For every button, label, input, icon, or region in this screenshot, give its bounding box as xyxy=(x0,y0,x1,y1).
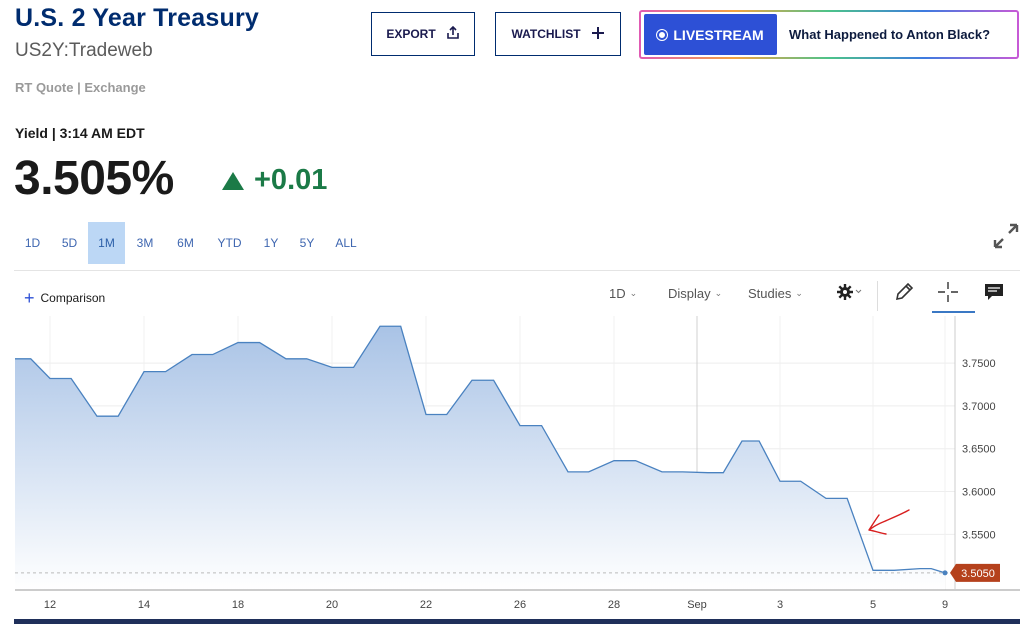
x-tick-label: 26 xyxy=(514,599,526,611)
studies-dropdown[interactable]: Studies ⌄ xyxy=(748,286,803,301)
share-icon xyxy=(446,25,460,43)
settings-button[interactable] xyxy=(834,282,864,306)
range-tab-active[interactable]: 1M xyxy=(88,222,125,264)
livestream-label: LIVESTREAM xyxy=(673,26,764,43)
x-tick-label: 9 xyxy=(942,599,948,611)
up-arrow-icon xyxy=(222,171,244,190)
page-title: U.S. 2 Year Treasury xyxy=(15,4,259,32)
crosshair-icon xyxy=(937,281,959,308)
livestream-promo-text[interactable]: What Happened to Anton Black? xyxy=(789,27,991,42)
last-point xyxy=(942,570,948,576)
x-tick-label: 20 xyxy=(326,599,338,611)
x-tick-label: 12 xyxy=(44,599,56,611)
range-tab[interactable]: 5D xyxy=(61,236,78,250)
plus-icon: + xyxy=(24,288,35,308)
livestream-promo[interactable]: LIVESTREAM What Happened to Anton Black? xyxy=(639,10,1019,59)
comparison-button[interactable]: + Comparison xyxy=(24,289,105,307)
x-tick-label: 14 xyxy=(138,599,150,611)
range-tab[interactable]: ALL xyxy=(335,236,357,250)
x-tick-label: Sep xyxy=(687,599,707,611)
range-tab[interactable]: 3M xyxy=(136,236,154,250)
expand-icon[interactable] xyxy=(992,222,1020,250)
chevron-down-icon: ⌄ xyxy=(714,288,723,298)
x-axis: 12 14 18 20 22 26 28 Sep 3 5 9 xyxy=(15,589,1020,611)
x-tick-label: 28 xyxy=(608,599,620,611)
chart-area-fill xyxy=(15,326,945,590)
last-value-marker: 3.5050 xyxy=(942,563,1000,582)
toolbar-separator xyxy=(877,281,878,311)
x-tick-label: 18 xyxy=(232,599,244,611)
quote-source: RT Quote | Exchange xyxy=(15,80,146,95)
pencil-icon xyxy=(893,281,915,308)
y-tick-label: 3.7000 xyxy=(962,401,996,413)
export-label: EXPORT xyxy=(386,27,436,41)
draw-button[interactable] xyxy=(891,282,917,306)
comment-button[interactable] xyxy=(981,282,1007,306)
x-tick-label: 22 xyxy=(420,599,432,611)
range-tab[interactable]: YTD xyxy=(217,236,242,250)
y-tick-label: 3.5500 xyxy=(962,529,996,541)
divider xyxy=(14,270,1020,271)
last-value-tag xyxy=(950,563,1000,582)
y-tick-label: 3.7500 xyxy=(962,358,996,370)
gear-icon xyxy=(836,283,862,306)
interval-dropdown[interactable]: 1D ⌄ xyxy=(609,286,637,301)
last-price: 3.505% xyxy=(14,152,174,205)
last-value-label: 3.5050 xyxy=(961,568,995,580)
range-tab[interactable]: 1Y xyxy=(263,236,279,250)
change-value: +0.01 xyxy=(254,164,328,196)
range-tab[interactable]: 6M xyxy=(177,236,194,250)
livestream-button[interactable]: LIVESTREAM xyxy=(644,14,777,55)
chevron-down-icon: ⌄ xyxy=(795,288,803,298)
crosshair-button[interactable] xyxy=(935,281,961,308)
watchlist-label: WATCHLIST xyxy=(511,27,581,41)
chevron-down-icon: ⌄ xyxy=(629,288,638,298)
y-tick-label: 3.6500 xyxy=(962,444,996,456)
y-tick-label: 3.6000 xyxy=(962,487,996,499)
footer-bar xyxy=(14,619,1020,624)
active-tool-indicator xyxy=(932,311,975,313)
chart-series-line xyxy=(15,325,946,574)
interval-label: 1D xyxy=(609,286,626,301)
comparison-label: Comparison xyxy=(40,291,106,305)
display-label: Display xyxy=(668,286,711,301)
export-button[interactable]: EXPORT xyxy=(371,12,475,56)
y-axis: 3.7500 3.7000 3.6500 3.6000 3.5500 xyxy=(954,316,996,590)
range-tab[interactable]: 1D xyxy=(24,236,41,250)
studies-label: Studies xyxy=(748,286,792,301)
comment-icon xyxy=(983,282,1005,307)
yield-timestamp: Yield | 3:14 AM EDT xyxy=(15,125,145,141)
time-range-tabs: 1D 5D 1M 3M 6M YTD 1Y 5Y ALL xyxy=(14,222,367,264)
range-tab[interactable]: 5Y xyxy=(299,236,315,250)
annotation-arrow xyxy=(868,509,910,535)
live-dot-icon xyxy=(657,29,668,40)
watchlist-button[interactable]: WATCHLIST xyxy=(495,12,621,56)
display-dropdown[interactable]: Display ⌄ xyxy=(668,286,722,301)
plus-icon xyxy=(591,25,605,43)
price-change: +0.01 xyxy=(222,164,327,197)
x-tick-label: 3 xyxy=(777,599,783,611)
x-tick-label: 5 xyxy=(870,599,876,611)
symbol-subtitle: US2Y:Tradeweb xyxy=(15,40,153,61)
